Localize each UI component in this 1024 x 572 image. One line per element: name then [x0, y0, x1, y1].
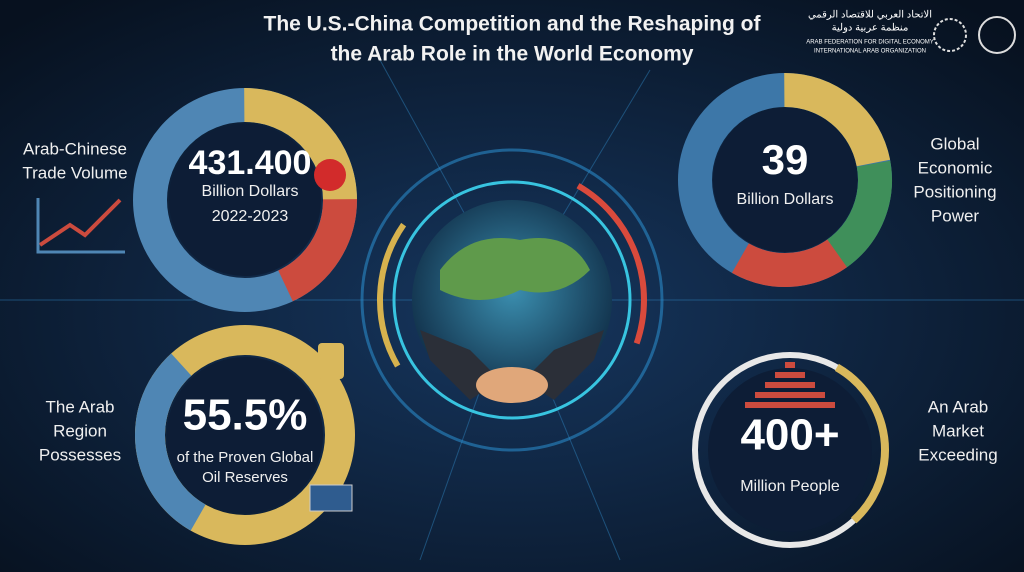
panel-label: Exceeding: [918, 445, 997, 464]
logo-text: منظمة عربية دولية: [832, 23, 909, 34]
china-flag: [314, 159, 346, 191]
panel-unit: Billion Dollars: [202, 183, 299, 200]
ring-gold: [678, 73, 892, 287]
panel-label: Economic: [918, 158, 993, 177]
oil-barrel: [318, 343, 344, 379]
ring-red: [133, 88, 357, 312]
center: [169, 124, 321, 276]
panel-label: Positioning: [913, 182, 996, 201]
panel-unit: of the Proven Global: [177, 449, 314, 466]
ring-cyan: [392, 180, 632, 420]
panel-value: 400+: [740, 411, 839, 460]
panel-label: Global: [930, 134, 979, 153]
logo-text: الاتحاد العربي للاقتصاد الرقمي: [808, 10, 932, 21]
panel-label: Arab-Chinese: [23, 139, 127, 158]
panel-value: 55.5%: [183, 391, 308, 440]
center: [708, 368, 872, 532]
panel-label: Market: [932, 421, 984, 440]
donut-top-left: [133, 88, 357, 312]
panel-period: 2022-2023: [212, 208, 289, 225]
logo-emblem: [978, 16, 1016, 54]
center: [713, 108, 857, 252]
logo-mark: [933, 18, 967, 52]
panel-label: Power: [931, 206, 980, 225]
center: [167, 357, 323, 513]
ring-green: [678, 73, 892, 287]
ring-gold: [376, 165, 647, 435]
panel-label: Trade Volume: [22, 163, 127, 182]
donut-bottom-right: [691, 351, 889, 549]
logo-text: ARAB FEDERATION FOR DIGITAL ECONOMY: [806, 40, 934, 46]
panel-label: An Arab: [928, 397, 989, 416]
panel-label: Possesses: [39, 445, 121, 464]
trend-axes: [36, 198, 125, 254]
title-line: The U.S.-China Competition and the Resha…: [264, 13, 762, 36]
title-line: the Arab Role in the World Economy: [331, 43, 694, 66]
donut-top-right: [678, 73, 892, 287]
handshake-sleeves: [420, 330, 604, 400]
center-emblem: [360, 148, 664, 452]
ring: [360, 148, 664, 452]
panel-unit: Billion Dollars: [737, 191, 834, 208]
panel-value: 39: [762, 136, 809, 183]
map: [440, 238, 590, 300]
solar-panel: [309, 484, 353, 512]
panel-unit: Oil Reserves: [202, 469, 288, 486]
panel-label: Region: [53, 421, 107, 440]
ring-gold: [691, 351, 889, 549]
population-pyramid: [745, 362, 835, 408]
panel-unit: Million People: [740, 478, 840, 495]
ring-blue: [135, 325, 356, 545]
trend-arrow: [38, 198, 122, 247]
ring-red: [377, 165, 647, 435]
donut-bottom-left: [135, 325, 356, 545]
logo-text: INTERNATIONAL ARAB ORGANIZATION: [814, 49, 926, 55]
handshake: [476, 367, 548, 403]
panel-value: 431.400: [189, 144, 312, 182]
panel-label: The Arab: [46, 397, 115, 416]
